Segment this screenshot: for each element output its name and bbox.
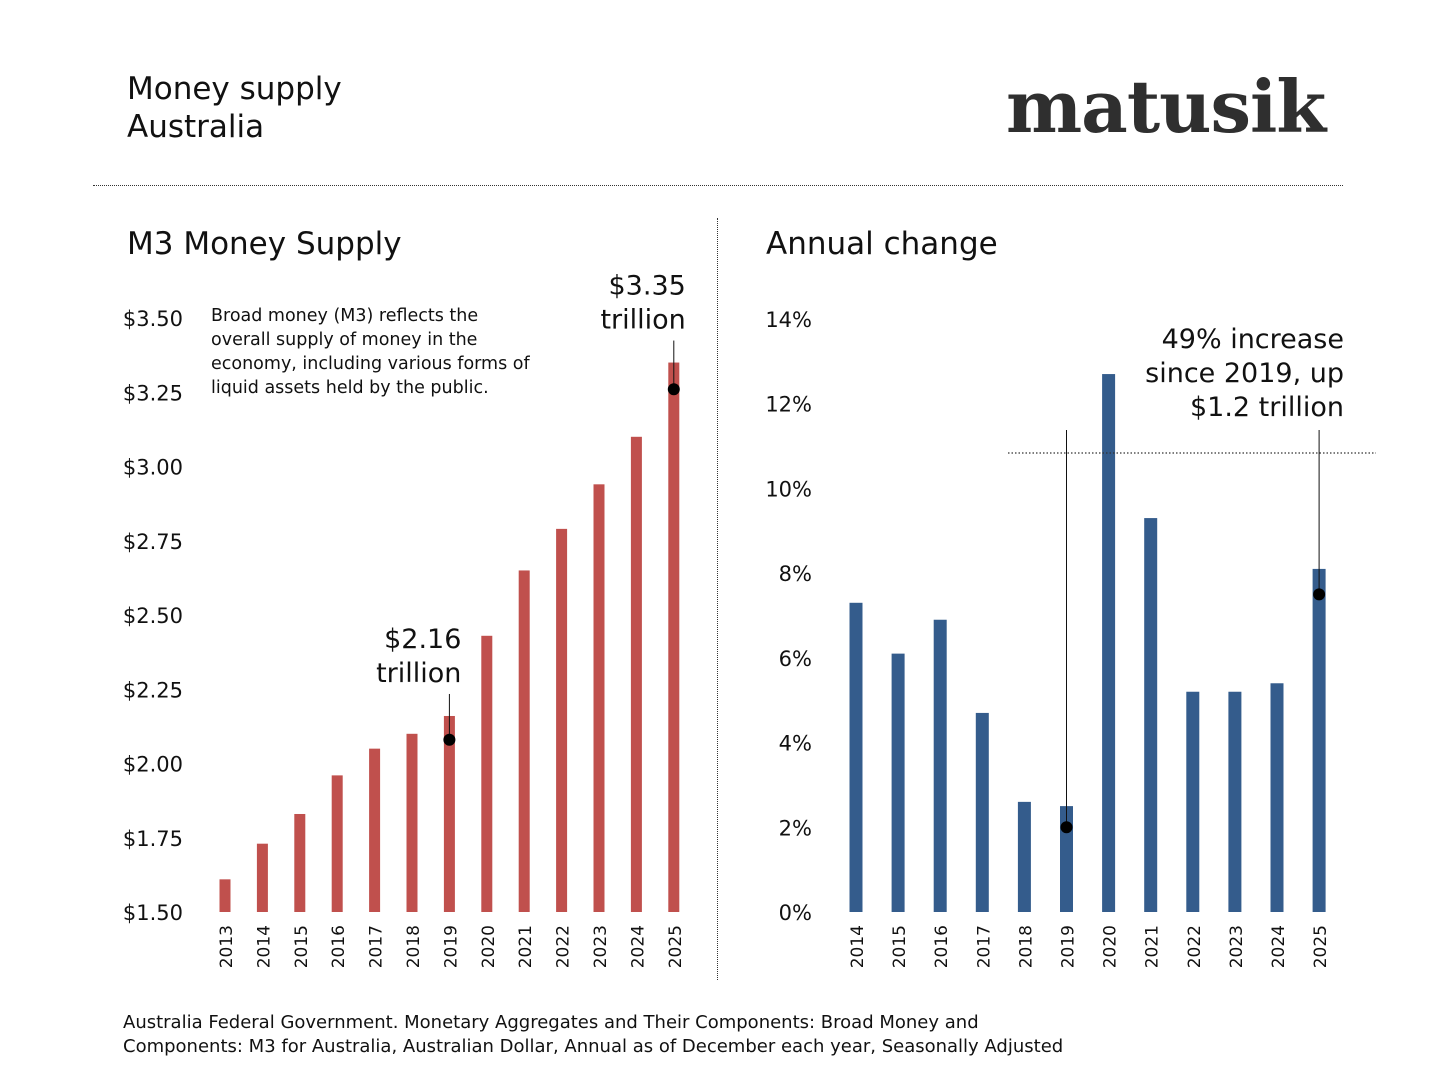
m3-bar-2013: [219, 879, 231, 912]
m3-xtick-label: 2019: [441, 925, 461, 968]
m3-xtick-label: 2023: [591, 925, 611, 968]
change-annotation-marker-2019: [1060, 821, 1073, 834]
change-bar-2016: [933, 619, 947, 912]
m3-ytick-label: $1.75: [123, 827, 183, 851]
change-bar-2020: [1102, 374, 1116, 912]
change-annotation-label: since 2019, up: [1145, 358, 1344, 389]
m3-xtick-label: 2014: [254, 925, 274, 968]
panel-divider: [717, 218, 718, 980]
m3-xtick-label: 2025: [666, 925, 686, 968]
m3-annotation-label-2025: trillion: [600, 305, 685, 336]
change-xtick-label: 2021: [1143, 925, 1163, 968]
m3-bar-2019: [443, 715, 455, 912]
m3-bar-2022: [556, 528, 568, 912]
change-xtick-label: 2018: [1016, 925, 1036, 968]
m3-annotation-marker-2019: [443, 733, 456, 746]
m3-definition-note: Broad money (M3) reflects the overall su…: [211, 306, 530, 398]
m3-xtick-label: 2015: [292, 925, 312, 968]
m3-xtick-label: 2021: [516, 925, 536, 968]
change-annotation-label: 49% increase: [1162, 324, 1344, 355]
change-ytick-label: 8%: [779, 562, 812, 586]
m3-bar-2024: [630, 436, 642, 912]
change-xtick-label: 2015: [890, 925, 910, 968]
m3-xtick-label: 2018: [404, 925, 424, 968]
m3-chart-title: M3 Money Supply: [127, 226, 402, 262]
m3-xtick-label: 2020: [479, 925, 499, 968]
change-bar-2017: [975, 712, 989, 912]
change-xtick-label: 2014: [848, 925, 868, 968]
m3-bar-2025: [668, 362, 680, 912]
m3-annotation-label-2019: $2.16: [384, 624, 461, 655]
change-bar-2015: [891, 653, 905, 912]
annual-change-chart-title: Annual change: [766, 226, 998, 262]
m3-bar-2023: [593, 484, 605, 912]
change-ytick-label: 4%: [779, 732, 812, 756]
source-note: Australia Federal Government. Monetary A…: [123, 1012, 1064, 1057]
change-xtick-label: 2023: [1227, 925, 1247, 968]
m3-bar-2017: [369, 748, 381, 912]
m3-ytick-label: $3.50: [123, 307, 183, 331]
m3-xtick-label: 2022: [554, 925, 574, 968]
change-bar-2019: [1060, 806, 1073, 912]
change-xtick-label: 2017: [974, 925, 994, 968]
change-bar-2024: [1270, 683, 1284, 912]
change-annotation-label: $1.2 trillion: [1190, 392, 1344, 423]
change-xtick-label: 2019: [1059, 925, 1079, 968]
change-bar-2018: [1017, 801, 1031, 912]
change-ytick-label: 14%: [765, 308, 812, 332]
m3-bar-2020: [481, 635, 493, 912]
m3-xtick-label: 2013: [217, 925, 237, 968]
m3-ytick-label: $2.25: [123, 678, 183, 702]
m3-annotation-label-2025: $3.35: [609, 271, 686, 302]
m3-ytick-label: $2.00: [123, 753, 183, 777]
m3-bar-2015: [294, 813, 306, 912]
m3-ytick-label: $2.50: [123, 604, 183, 628]
m3-ytick-label: $1.50: [123, 901, 183, 925]
change-xtick-label: 2024: [1269, 925, 1289, 968]
change-xtick-label: 2025: [1311, 925, 1331, 968]
change-ytick-label: 6%: [779, 647, 812, 671]
m3-bar-2016: [331, 775, 343, 912]
change-bar-2021: [1144, 518, 1158, 912]
page-title: Money supply: [127, 71, 342, 107]
m3-bar-2014: [256, 843, 268, 912]
change-ytick-label: 10%: [765, 477, 812, 501]
m3-xtick-label: 2016: [329, 925, 349, 968]
change-ytick-label: 2%: [779, 816, 812, 840]
m3-xtick-label: 2017: [367, 925, 387, 968]
change-annotation-marker-2025: [1313, 588, 1326, 601]
m3-bar-2021: [518, 570, 530, 912]
change-xtick-label: 2020: [1101, 925, 1121, 968]
matusik-logo: matusik: [1006, 64, 1326, 149]
change-xtick-label: 2022: [1185, 925, 1205, 968]
change-bar-2014: [849, 602, 863, 912]
m3-ytick-label: $3.00: [123, 456, 183, 480]
header-title-block: Money supply Australia: [127, 70, 342, 146]
change-bar-2023: [1228, 691, 1242, 912]
change-bar-2022: [1186, 691, 1200, 912]
m3-ytick-label: $3.25: [123, 381, 183, 405]
change-ytick-label: 0%: [779, 901, 812, 925]
change-xtick-label: 2016: [932, 925, 952, 968]
m3-bar-2018: [406, 733, 418, 912]
page-subtitle: Australia: [127, 109, 265, 145]
change-bar-2025: [1312, 568, 1326, 912]
m3-xtick-label: 2024: [628, 925, 648, 968]
m3-ytick-label: $2.75: [123, 530, 183, 554]
m3-annotation-marker-2025: [667, 383, 680, 396]
change-ytick-label: 12%: [765, 393, 812, 417]
m3-annotation-label-2019: trillion: [376, 658, 461, 689]
header-divider: [93, 185, 1343, 186]
